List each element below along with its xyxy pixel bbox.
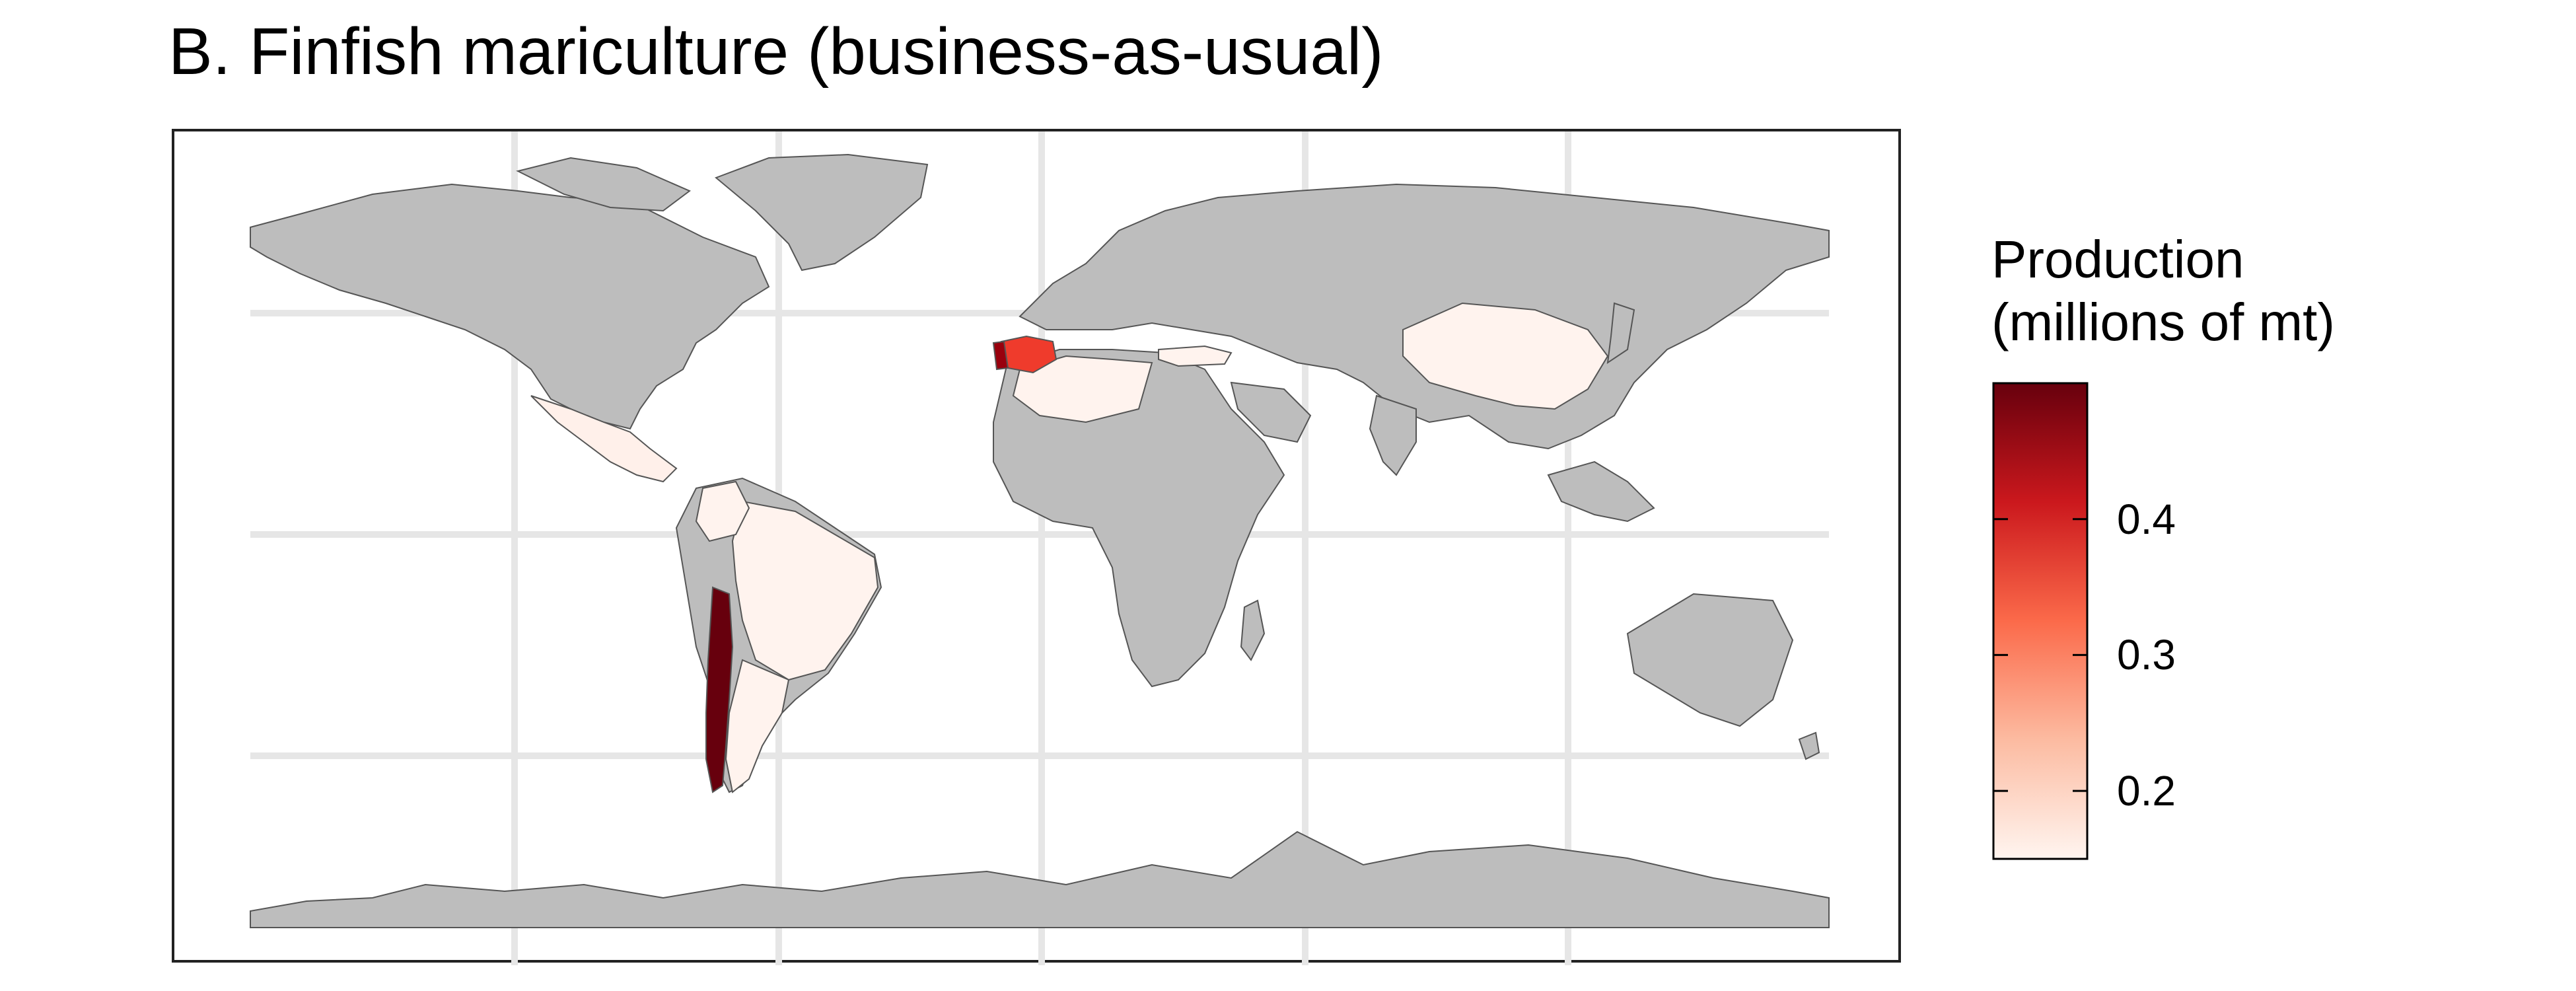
landmass-madagascar: [1240, 599, 1266, 661]
legend-title-line1: Production: [1991, 230, 2244, 289]
region-colombia: [695, 480, 750, 542]
region-north-africa: [1012, 355, 1153, 423]
colorbar-gradient: [1992, 382, 2089, 860]
region-brazil: [731, 500, 879, 681]
region-chile: [705, 586, 734, 793]
landmass-india: [1369, 394, 1417, 476]
landmass-greenland: [715, 153, 929, 272]
landmass-japan: [1606, 302, 1635, 365]
colorbar-svg: [1992, 382, 2089, 860]
region-china: [1402, 302, 1609, 410]
landmass-arabia: [1230, 381, 1312, 443]
legend-tick-label: 0.4: [2117, 495, 2176, 543]
landmass-southeast-asia: [1547, 460, 1655, 523]
legend-colorbar: [1992, 382, 2089, 860]
legend-title-line2: (millions of mt): [1991, 293, 2336, 351]
landmass-eurasia: [1019, 183, 1830, 450]
landmass-antarctica: [250, 830, 1830, 928]
world-map: [250, 131, 1830, 965]
landmass-arctic-islands: [516, 157, 691, 212]
legend-title: Production (millions of mt): [1991, 228, 2335, 353]
region-argentina: [725, 659, 790, 793]
landmass-north-america: [250, 183, 770, 430]
landmass-australia: [1626, 593, 1794, 727]
map-panel: [172, 129, 1901, 965]
legend-tick-label: 0.3: [2117, 631, 2176, 679]
legend-tick-label: 0.2: [2117, 767, 2176, 815]
landmass-new-zealand: [1798, 731, 1820, 760]
region-portugal: [992, 340, 1009, 371]
map-title: B. Finfish mariculture (business-as-usua…: [168, 15, 1384, 89]
region-mexico: [530, 395, 678, 483]
region-turkey: [1158, 345, 1233, 367]
